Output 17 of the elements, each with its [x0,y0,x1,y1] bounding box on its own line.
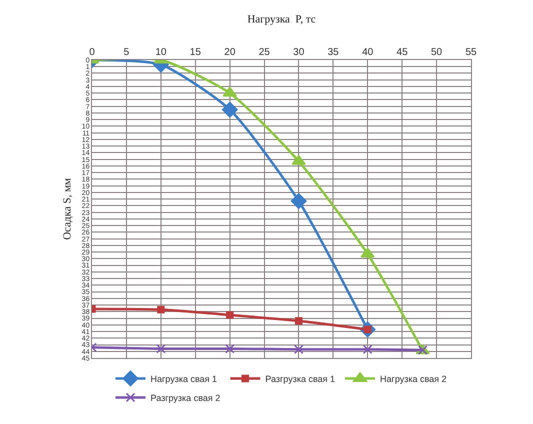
x-tick-label: 45 [396,47,408,58]
x-tick-label: 55 [465,47,477,58]
legend-label: Разгрузка свая 1 [265,374,336,384]
x-tick-label: 15 [190,47,202,58]
x-tick-label: 20 [224,47,236,58]
x-tick-label: 10 [155,47,167,58]
legend-label: Разгрузка свая 2 [150,392,220,403]
x-tick-label: 50 [430,47,443,58]
legend-label: Нагрузка свая 2 [380,374,447,384]
x-tick-label: 35 [328,47,340,58]
x-axis-title: Нагрузка P, тс [247,14,316,26]
x-tick-label: 25 [258,47,270,58]
legend-label: Нагрузка свая 1 [150,374,218,384]
x-tick-label: 30 [293,47,305,58]
x-tick-label: 40 [362,47,374,58]
x-tick-label: 5 [124,47,130,58]
y-axis-title: Осадка S, мм [61,178,74,240]
